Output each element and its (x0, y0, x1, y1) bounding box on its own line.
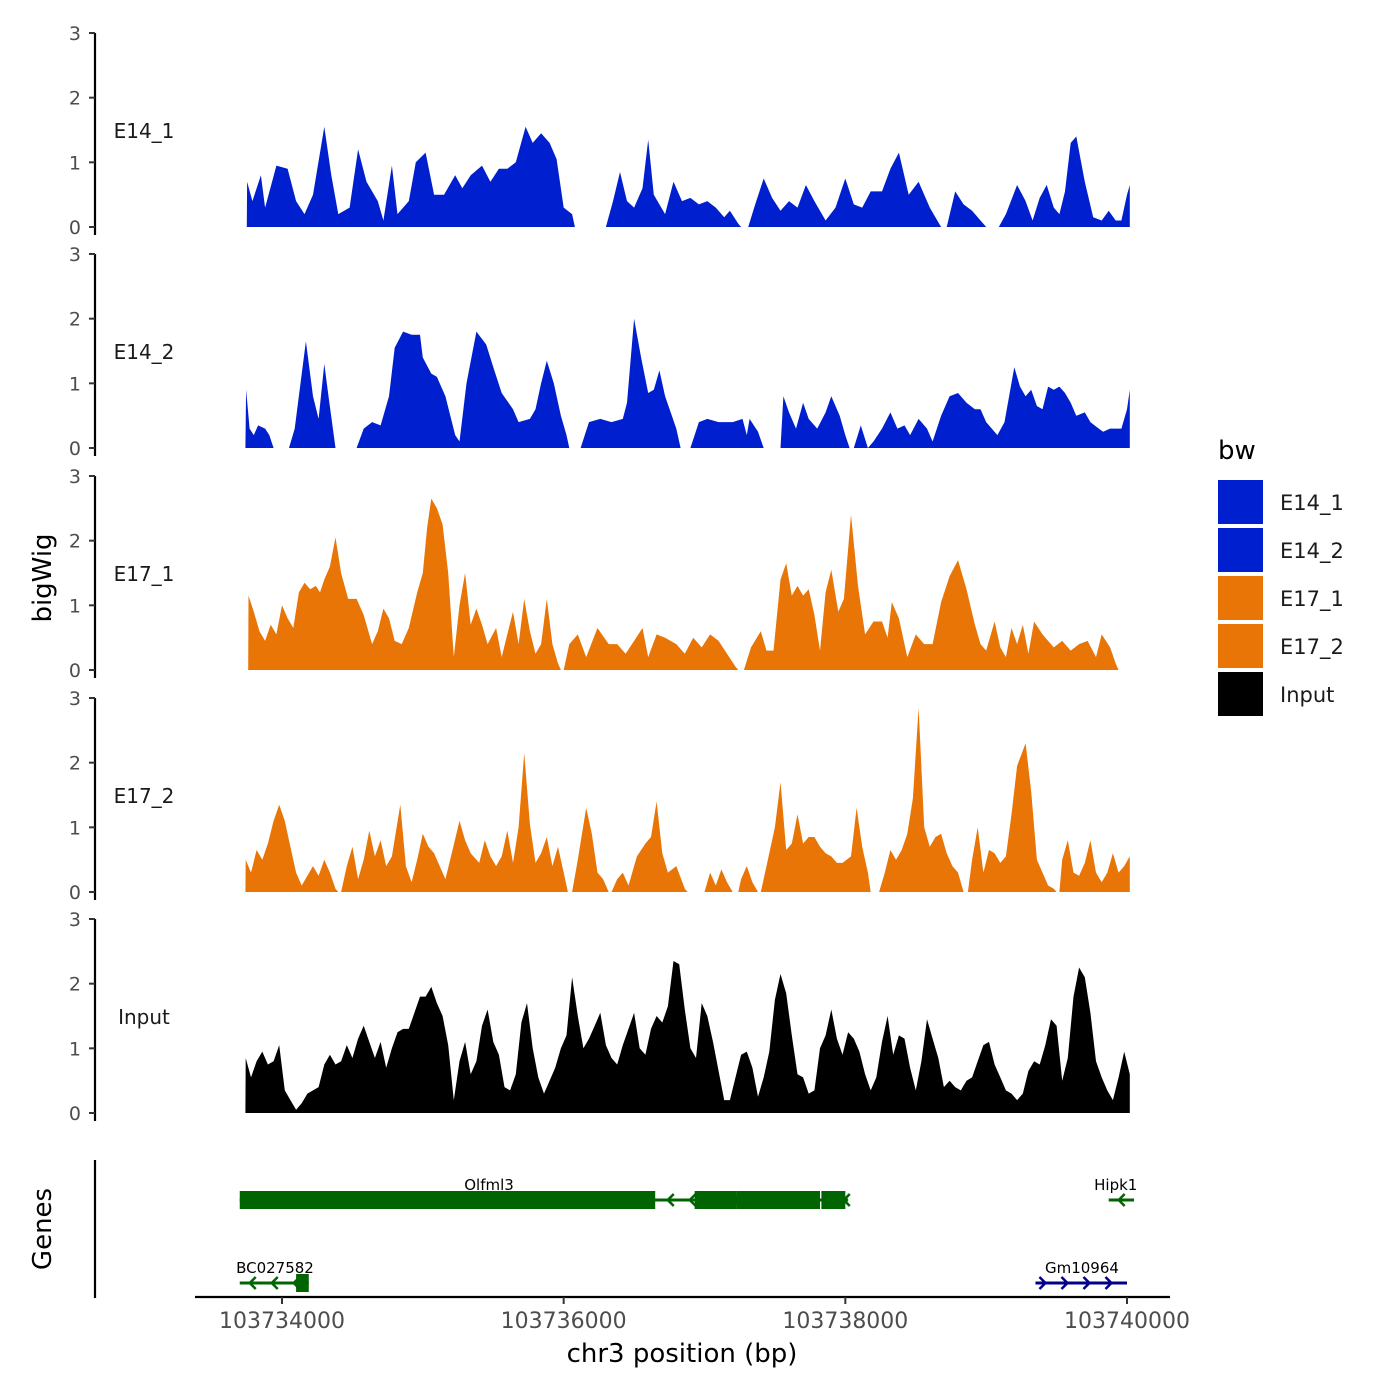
y-tick-label: 3 (69, 244, 81, 266)
legend-label: E14_1 (1280, 491, 1344, 516)
legend-label: E17_2 (1280, 635, 1344, 660)
y-tick-label: 3 (69, 466, 81, 488)
strand-arrow-icon (1038, 1276, 1048, 1290)
legend-swatch (1218, 576, 1263, 620)
strand-arrow-icon (1082, 1276, 1092, 1290)
gene-Olfml3: Olfml3 (239, 1176, 851, 1209)
legend-item-E14_1: E14_1 (1218, 480, 1344, 524)
legend-item-E14_2: E14_2 (1218, 528, 1344, 572)
track-Input: 0 1 2 3 Input (69, 909, 1130, 1125)
gene-label: Gm10964 (1045, 1259, 1119, 1277)
strand-arrow-icon (269, 1276, 279, 1290)
y-tick-label: 0 (69, 438, 81, 460)
y-tick-label: 1 (69, 817, 81, 839)
legend-label: E17_1 (1280, 587, 1344, 612)
y-tick-label: 0 (69, 1103, 81, 1125)
strand-arrow-icon (665, 1193, 675, 1207)
y-tick-label: 3 (69, 909, 81, 931)
exon-block (694, 1191, 737, 1209)
legend-item-E17_2: E17_2 (1218, 624, 1344, 668)
y-tick-label: 2 (69, 531, 81, 553)
legend-swatch (1218, 672, 1263, 716)
x-tick-label: 103736000 (501, 1309, 627, 1334)
exon-block (821, 1191, 846, 1209)
track-label: E17_2 (114, 784, 175, 808)
legend-title: bw (1218, 436, 1256, 466)
strand-arrow-icon (1116, 1193, 1126, 1207)
gene-Gm10964: Gm10964 (1035, 1259, 1127, 1290)
track-label: E14_2 (114, 340, 175, 364)
legend-item-Input: Input (1218, 672, 1334, 716)
gene-annotation-track: Olfml3 Hipk1 BC027582 Gm10964 (93, 1160, 1137, 1298)
y-axis-title: bigWig (28, 533, 58, 622)
x-tick-label: 103740000 (1064, 1309, 1190, 1334)
genes-axis-title: Genes (28, 1188, 58, 1270)
legend-swatch (1218, 480, 1263, 524)
y-tick-label: 0 (69, 882, 81, 904)
track-E14_2: 0 1 2 3 E14_2 (69, 244, 1130, 460)
x-tick-label: 103734000 (219, 1309, 345, 1334)
y-tick-label: 2 (69, 309, 81, 331)
legend-item-E17_1: E17_1 (1218, 576, 1344, 620)
coverage-tracks: 0 1 2 3 E14_1 0 1 2 3 E14_2 0 1 2 3 E17_1 0 1 2 3 E17_2 0 1 2 3… (69, 23, 1130, 1125)
coverage-area-E17_1 (248, 498, 1119, 670)
legend: bw E14_1 E14_2 E17_1 E17_2 Input (1218, 436, 1344, 716)
y-tick-label: 1 (69, 1038, 81, 1060)
y-tick-label: 3 (69, 23, 81, 45)
legend-swatch (1218, 528, 1263, 572)
track-E14_1: 0 1 2 3 E14_1 (69, 23, 1130, 239)
exon-block (736, 1191, 820, 1209)
x-axis-title: chr3 position (bp) (567, 1339, 798, 1369)
y-tick-label: 2 (69, 88, 81, 110)
exon-block (296, 1274, 309, 1292)
strand-arrow-icon (247, 1276, 257, 1290)
y-tick-label: 1 (69, 595, 81, 617)
y-tick-label: 1 (69, 152, 81, 174)
strand-arrow-icon (687, 1193, 697, 1207)
gene-label: Hipk1 (1094, 1176, 1137, 1194)
track-E17_1: 0 1 2 3 E17_1 (69, 466, 1119, 682)
strand-arrow-icon (1104, 1276, 1114, 1290)
legend-swatch (1218, 624, 1263, 668)
coverage-area-E17_2 (245, 707, 1130, 892)
y-tick-label: 1 (69, 373, 81, 395)
coverage-area-E14_1 (246, 126, 1130, 227)
gene-Hipk1: Hipk1 (1094, 1176, 1137, 1207)
exon-block (239, 1191, 656, 1209)
coverage-area-Input (245, 961, 1130, 1113)
strand-arrow-icon (1060, 1276, 1070, 1290)
legend-label: Input (1280, 683, 1334, 707)
gene-label: Olfml3 (464, 1176, 514, 1194)
x-axis: 103734000 103736000 103738000 103740000 (195, 1295, 1190, 1334)
track-E17_2: 0 1 2 3 E17_2 (69, 688, 1130, 904)
y-tick-label: 2 (69, 753, 81, 775)
legend-label: E14_2 (1280, 539, 1344, 564)
y-tick-label: 3 (69, 688, 81, 710)
y-tick-label: 0 (69, 660, 81, 682)
track-label: E14_1 (114, 119, 175, 143)
gene-label: BC027582 (236, 1259, 314, 1277)
y-tick-label: 0 (69, 217, 81, 239)
x-tick-label: 103738000 (782, 1309, 908, 1334)
coverage-area-E14_2 (245, 318, 1130, 448)
track-label: Input (118, 1005, 170, 1029)
gene-BC027582: BC027582 (236, 1259, 314, 1292)
track-label: E17_1 (114, 562, 175, 586)
y-tick-label: 2 (69, 974, 81, 996)
